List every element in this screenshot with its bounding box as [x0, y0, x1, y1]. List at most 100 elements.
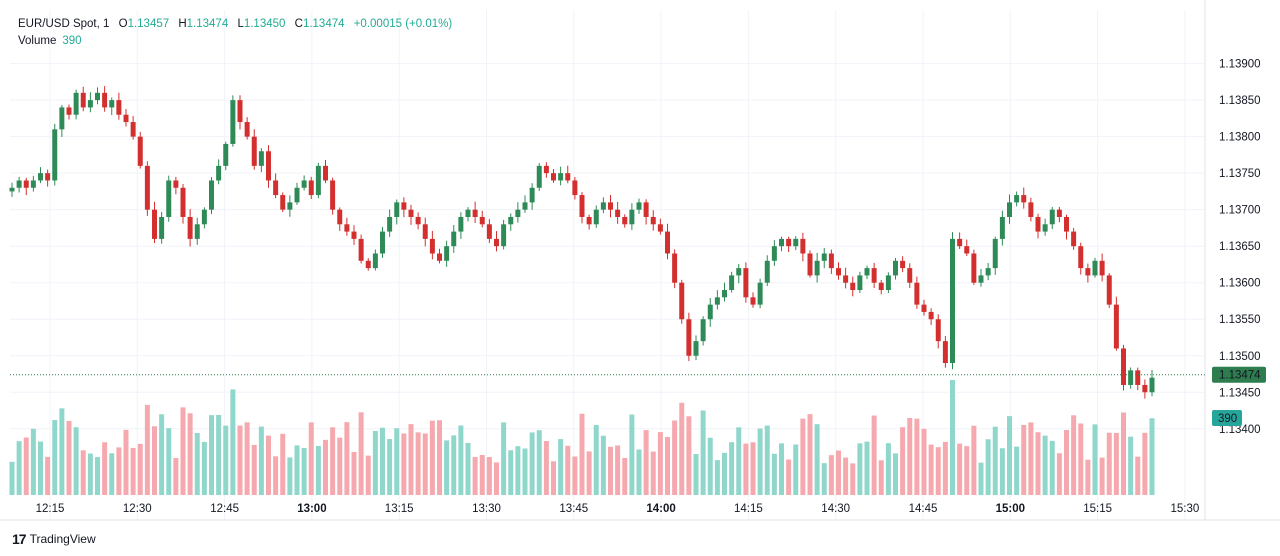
candle-down — [365, 260, 371, 269]
close-value: 1.13474 — [302, 18, 345, 30]
volume-label: Volume — [18, 35, 57, 47]
volume-bar — [230, 389, 236, 495]
candle-up — [372, 253, 378, 269]
time-axis[interactable]: 12:15 12:30 12:45 13:00 13:15 13:30 13:45 14:00… — [36, 503, 1200, 515]
candle-down — [1078, 246, 1084, 269]
candle-up — [95, 92, 100, 101]
volume-bar — [323, 439, 328, 495]
candle-down — [643, 202, 649, 217]
volume-bar — [836, 450, 841, 495]
volume-bar — [672, 420, 678, 495]
volume-row[interactable]: Volume 390 — [18, 33, 452, 50]
tradingview-logo[interactable]: 17 TradingView — [12, 531, 96, 547]
volume-bar — [1021, 424, 1027, 495]
price-axis[interactable]: 1.13900 1.13850 1.13800 1.13750 1.13700 1.136… — [1219, 59, 1261, 436]
candle-up — [757, 282, 763, 305]
candle-up — [700, 319, 706, 342]
volume-bar — [251, 444, 257, 495]
candle-down — [1113, 304, 1119, 349]
volume-bar — [893, 453, 898, 495]
close-label: C — [294, 18, 303, 30]
price-tick-label: 1.13700 — [1219, 205, 1261, 217]
candle-up — [864, 268, 870, 276]
candle-down — [251, 136, 257, 166]
volume-bar — [394, 428, 400, 495]
candle-up — [30, 180, 36, 188]
volume-bar — [864, 441, 870, 495]
candle-down — [116, 100, 122, 115]
volume-bar — [59, 408, 65, 495]
volume-bar — [950, 380, 955, 495]
candle-down — [1035, 216, 1041, 232]
candle-down — [686, 319, 692, 356]
candle-down — [266, 151, 271, 181]
candle-down — [679, 282, 685, 320]
volume-bar — [1135, 456, 1141, 495]
candle-down — [102, 92, 108, 108]
candle-up — [522, 202, 528, 210]
volume-bar — [408, 424, 414, 495]
candle-up — [465, 209, 471, 217]
volume-bar — [935, 447, 941, 495]
candle-up — [1007, 202, 1012, 217]
volume-bar — [451, 435, 457, 495]
price-tick-label: 1.13450 — [1219, 387, 1261, 399]
volume-bar — [714, 460, 720, 495]
volume-bar — [116, 447, 122, 495]
volume-bar — [308, 422, 314, 495]
chart-legend: EUR/USD Spot, 1 O1.13457 H1.13474 L1.134… — [18, 16, 452, 50]
candle-down — [615, 209, 621, 217]
volume-bar — [486, 457, 492, 495]
volume-bar — [1071, 415, 1077, 495]
price-tick-label: 1.13400 — [1219, 424, 1261, 436]
volume-bar — [38, 441, 43, 495]
candle-down — [907, 268, 913, 283]
volume-bar — [422, 433, 428, 495]
high-label: H — [178, 18, 187, 30]
volume-bar — [66, 420, 72, 495]
candle-down — [1121, 348, 1126, 385]
volume-bar — [957, 443, 963, 495]
candle-down — [935, 319, 941, 342]
candle-down — [144, 165, 150, 210]
volume-bar — [515, 446, 521, 495]
time-tick-label: 13:45 — [559, 503, 588, 515]
volume-bar — [786, 459, 792, 495]
candle-up — [593, 209, 599, 225]
volume-bar — [80, 450, 86, 495]
price-tick-label: 1.13650 — [1219, 241, 1261, 253]
candle-down — [344, 224, 350, 232]
candle-up — [16, 180, 22, 188]
volume-bar — [201, 441, 207, 495]
volume-bar — [1106, 432, 1112, 495]
candle-up — [109, 100, 115, 108]
candle-down — [900, 260, 906, 269]
candle-up — [444, 246, 450, 261]
volume-bar — [764, 425, 770, 495]
volume-bar — [629, 414, 635, 495]
volume-bar — [294, 445, 300, 495]
volume-bar — [1014, 446, 1020, 495]
candle-up — [950, 238, 955, 364]
candle-up — [73, 92, 79, 115]
volume-bar — [992, 426, 998, 495]
candle-up — [857, 275, 863, 291]
volume-bar — [1007, 416, 1012, 495]
candle-up — [394, 202, 400, 217]
volume-bar — [216, 414, 222, 495]
candle-up — [893, 260, 898, 276]
volume-bar — [280, 433, 286, 495]
candle-up — [885, 275, 891, 291]
candle-up — [1042, 224, 1048, 232]
volume-bar — [736, 427, 742, 495]
candle-up — [258, 151, 264, 166]
candle-up — [216, 165, 222, 181]
volume-bar — [600, 435, 606, 495]
volume-bar — [137, 443, 143, 495]
symbol-label[interactable]: EUR/USD Spot, 1 — [18, 18, 110, 30]
time-tick-label: 12:15 — [36, 503, 65, 515]
volume-bar — [743, 443, 749, 495]
low-value: 1.13450 — [243, 18, 286, 30]
open-label: O — [118, 18, 128, 30]
